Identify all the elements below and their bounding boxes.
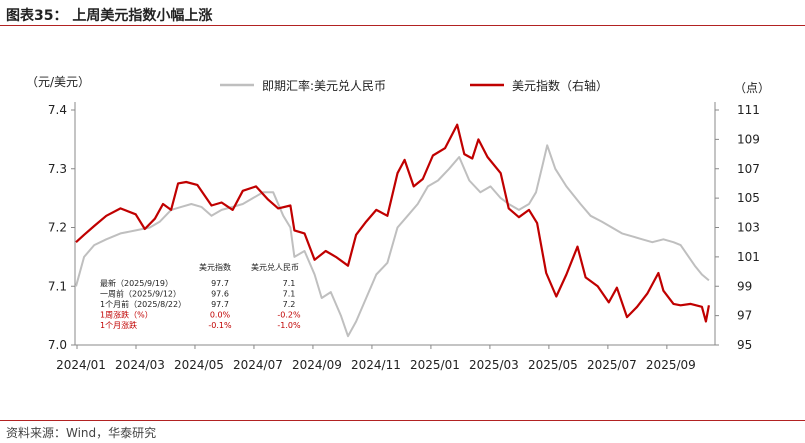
left-axis-unit: （元/美元） — [26, 75, 90, 89]
right-tick-label: 97 — [737, 309, 752, 323]
table-row-label: 1个月涨跌 — [100, 320, 137, 330]
source-rule — [0, 420, 805, 421]
left-tick-label: 7.1 — [48, 279, 67, 293]
table-cell: 97.6 — [211, 290, 229, 299]
table-cell: 7.1 — [283, 290, 296, 299]
table-cell: 0.0% — [210, 311, 231, 320]
chart: 7.07.17.27.37.49597991011031051071091112… — [26, 75, 770, 372]
table-row-label: 1个月前（2025/8/22） — [100, 299, 186, 309]
axes: 7.07.17.27.37.49597991011031051071091112… — [48, 102, 760, 372]
x-tick-label: 2024/11 — [351, 358, 401, 372]
table-cell: -0.2% — [277, 311, 301, 320]
right-tick-label: 95 — [737, 338, 752, 352]
left-tick-label: 7.3 — [48, 162, 67, 176]
figure-title: 图表35： 上周美元指数小幅上涨 — [6, 8, 213, 24]
legend-label: 即期汇率:美元兑人民币 — [262, 78, 386, 93]
right-tick-label: 107 — [737, 162, 760, 176]
right-tick-label: 111 — [737, 103, 760, 117]
table-row-label: 1周涨跌（%） — [100, 310, 153, 320]
table-cell: -0.1% — [208, 321, 232, 330]
source-note: 资料来源：Wind，华泰研究 — [6, 426, 157, 440]
table-cell: 7.1 — [283, 279, 296, 288]
table-row-label: 最新（2025/9/19） — [100, 278, 173, 288]
table-header: 美元兑人民币 — [251, 262, 299, 272]
right-tick-label: 101 — [737, 250, 760, 264]
x-tick-label: 2024/01 — [56, 358, 106, 372]
x-tick-label: 2024/09 — [292, 358, 342, 372]
x-tick-label: 2024/05 — [174, 358, 224, 372]
x-tick-label: 2024/03 — [115, 358, 165, 372]
x-tick-label: 2024/07 — [233, 358, 283, 372]
title-rule — [0, 25, 805, 26]
right-axis-unit: （点） — [734, 81, 770, 95]
right-tick-label: 109 — [737, 132, 760, 146]
table-header: 美元指数 — [199, 262, 231, 272]
right-tick-label: 103 — [737, 221, 760, 235]
x-tick-label: 2025/01 — [410, 358, 460, 372]
left-tick-label: 7.0 — [48, 338, 67, 352]
right-tick-label: 105 — [737, 191, 760, 205]
series-layer — [75, 123, 710, 338]
left-tick-label: 7.4 — [48, 103, 67, 117]
x-tick-label: 2025/09 — [646, 358, 696, 372]
x-tick-label: 2025/07 — [587, 358, 637, 372]
x-tick-label: 2025/03 — [469, 358, 519, 372]
legend-label: 美元指数（右轴） — [512, 78, 608, 93]
table-cell: -1.0% — [277, 321, 301, 330]
x-tick-label: 2025/05 — [528, 358, 578, 372]
legend: 即期汇率:美元兑人民币 美元指数（右轴） — [220, 78, 608, 93]
table-cell: 97.7 — [211, 279, 229, 288]
right-tick-label: 99 — [737, 279, 752, 293]
dollar-index-line — [75, 123, 710, 323]
table-cell: 7.2 — [283, 300, 296, 309]
table-cell: 97.7 — [211, 300, 229, 309]
left-tick-label: 7.2 — [48, 221, 67, 235]
table-row-label: 一周前（2025/9/12） — [100, 289, 181, 299]
cny-rate-line — [75, 144, 710, 338]
